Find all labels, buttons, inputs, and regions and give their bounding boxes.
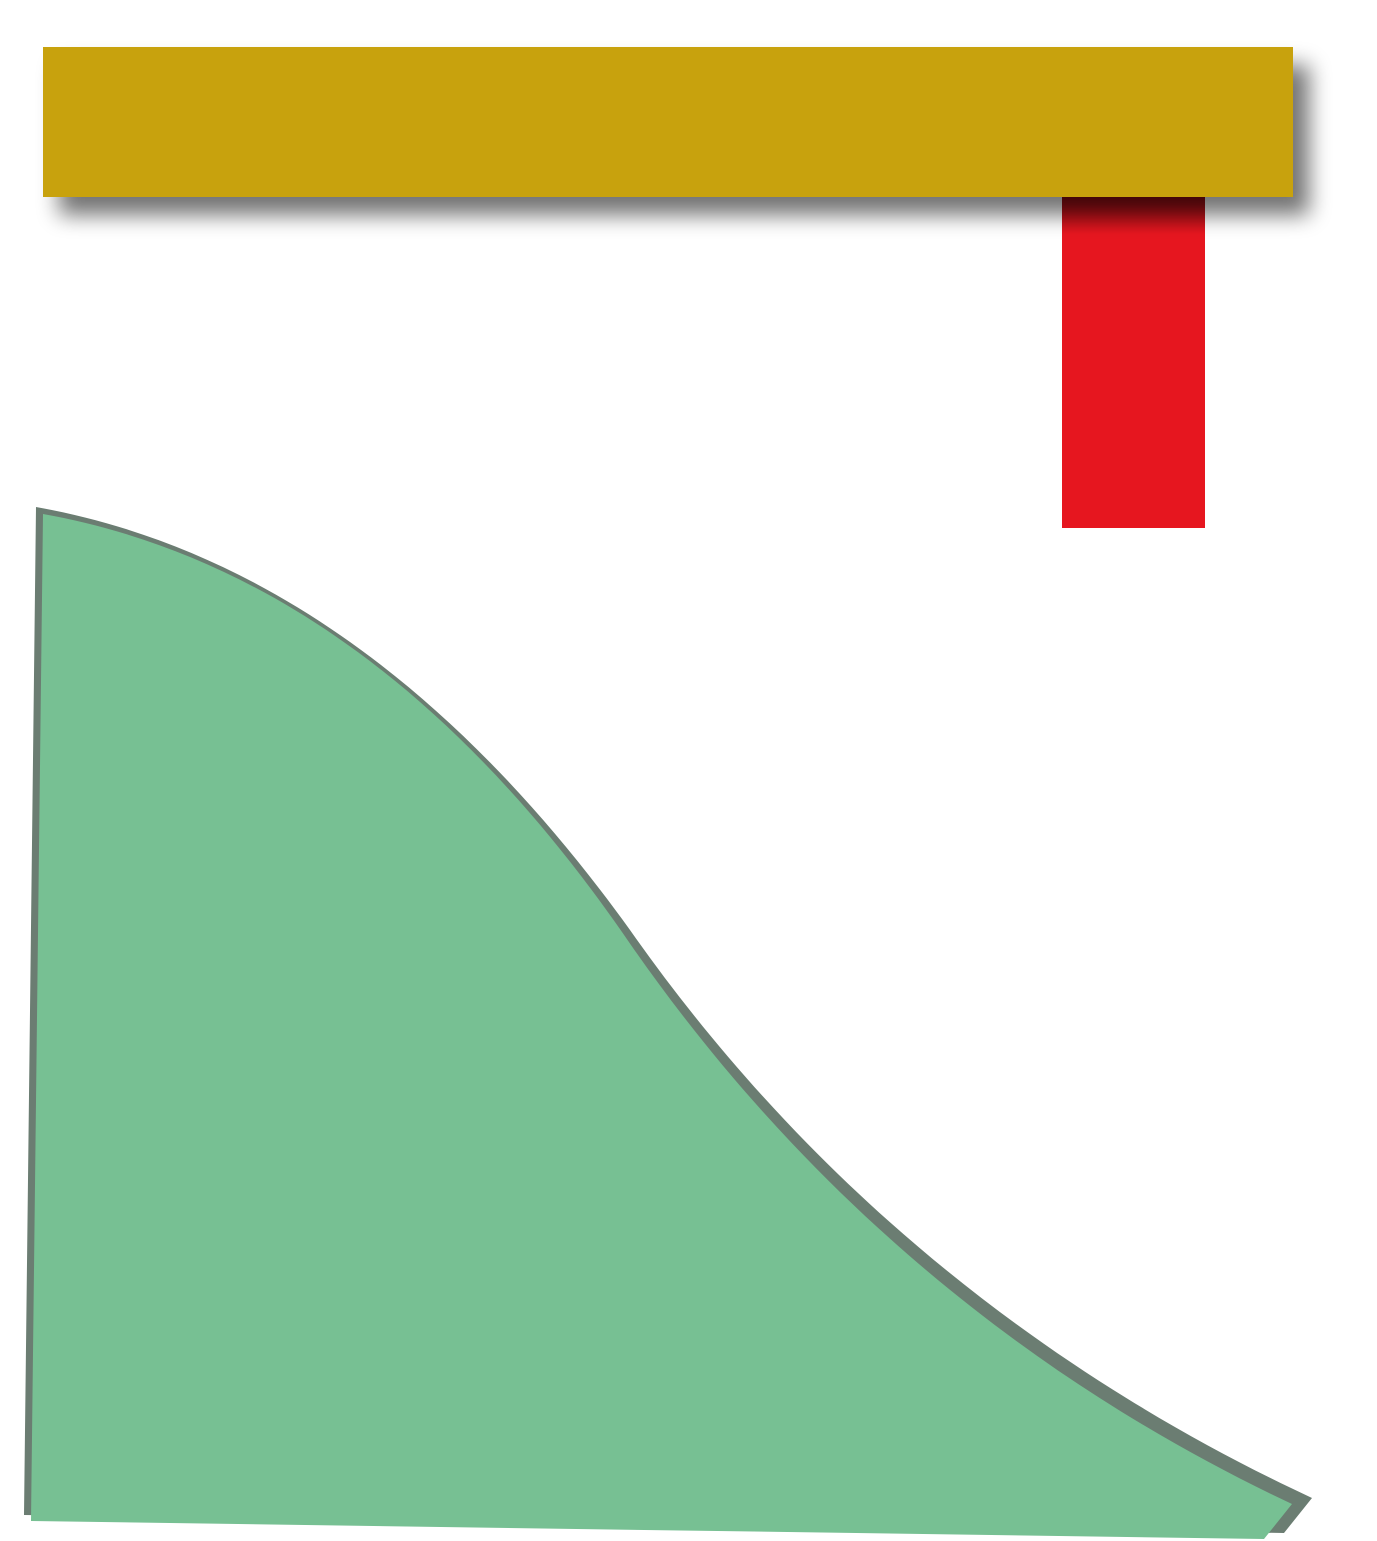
hanging-post [1062, 190, 1205, 528]
top-bar [43, 47, 1293, 197]
hill-fill [31, 514, 1292, 1539]
hanging-post-shade [1062, 190, 1205, 528]
hill-shape [24, 507, 1312, 1539]
